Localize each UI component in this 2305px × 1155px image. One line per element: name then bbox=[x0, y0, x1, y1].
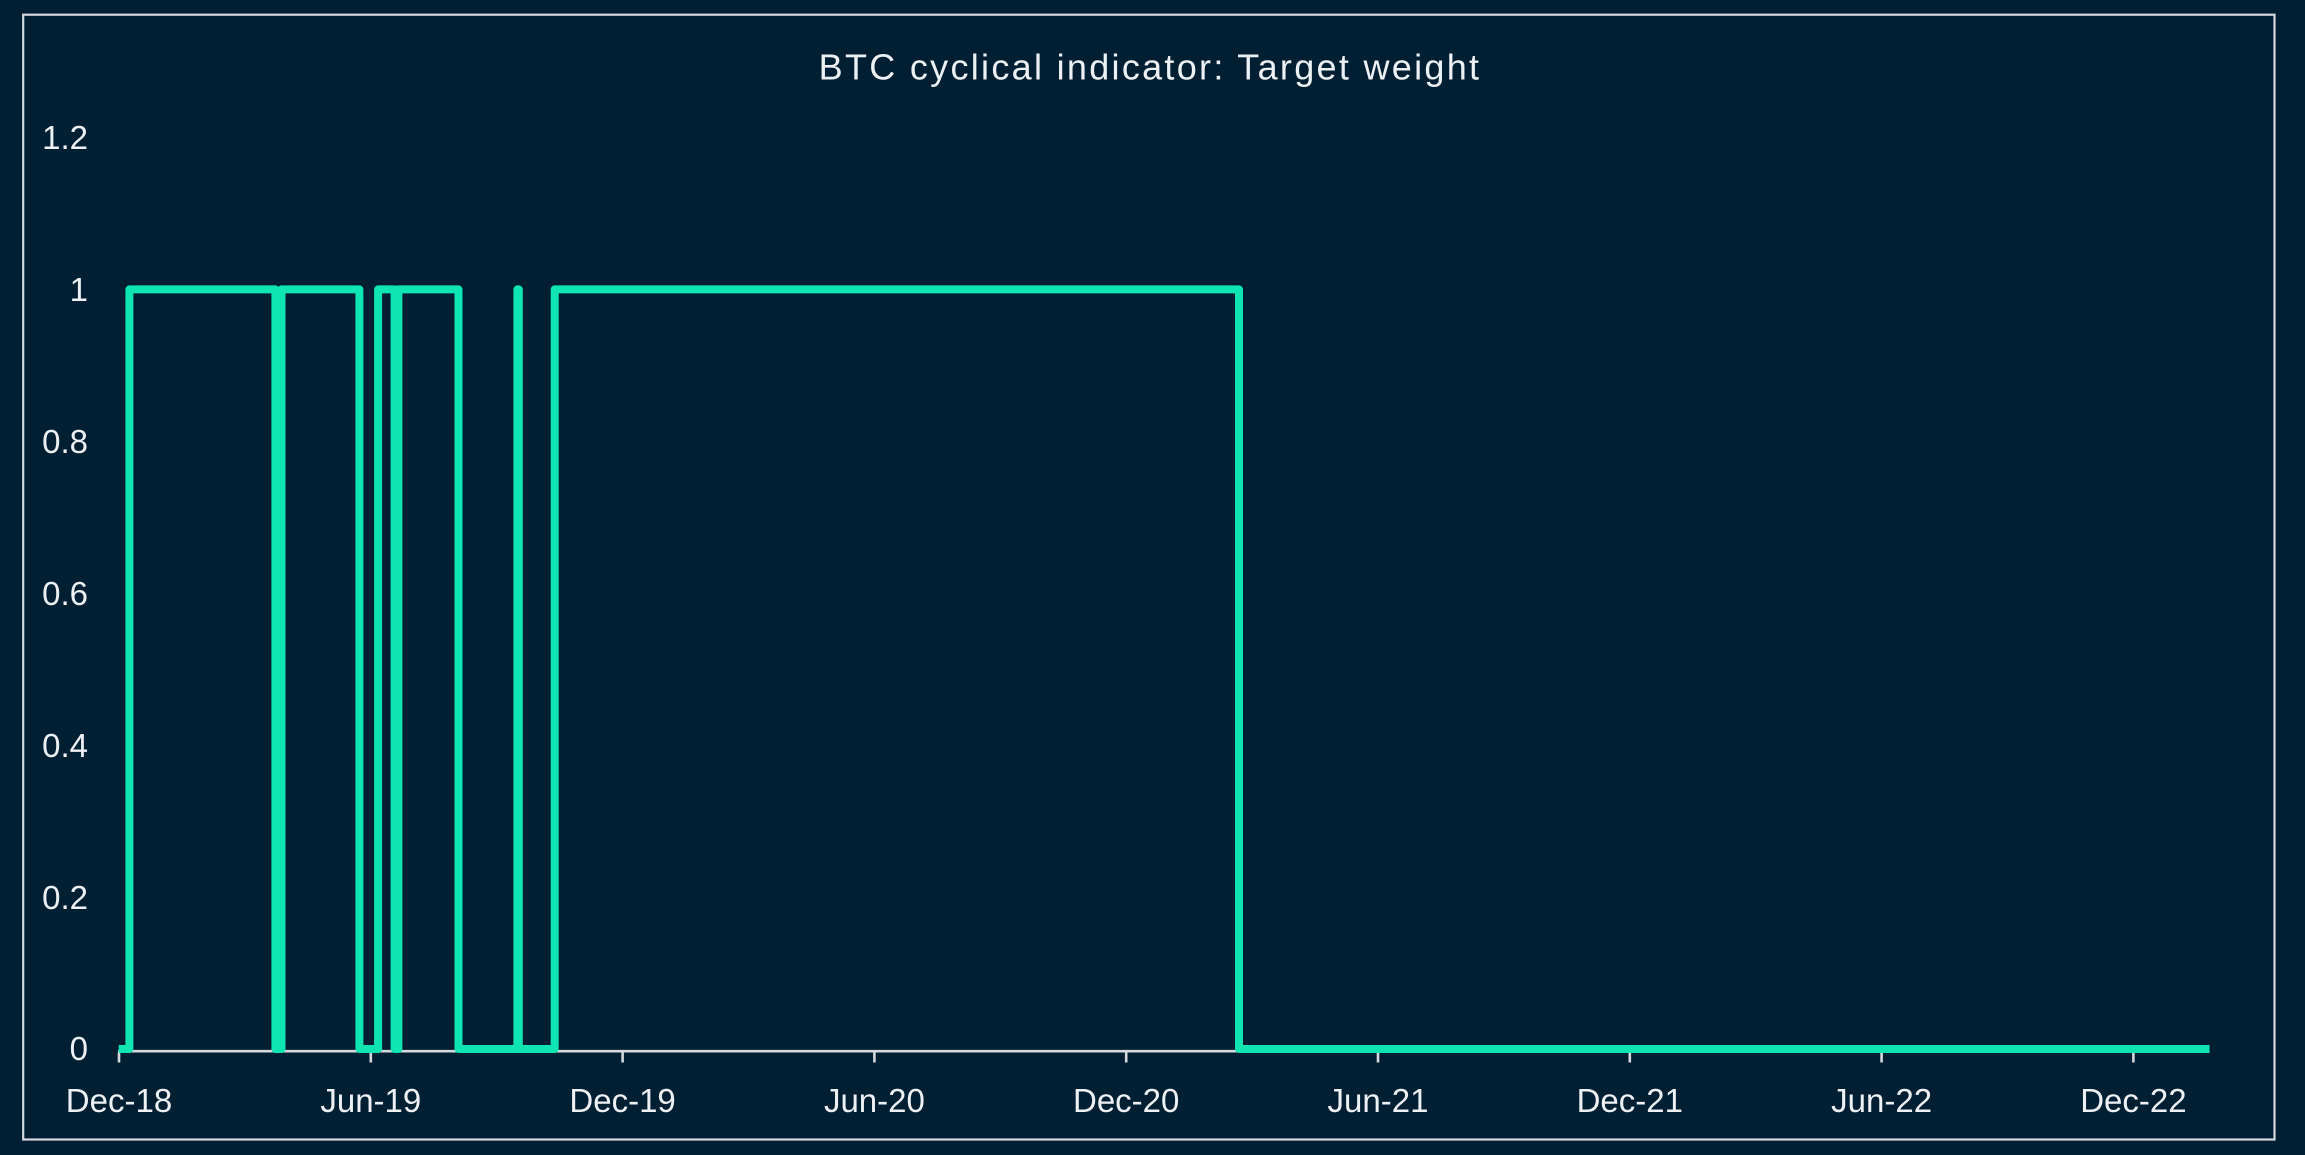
svg-text:1: 1 bbox=[70, 271, 88, 308]
svg-text:Dec-19: Dec-19 bbox=[569, 1082, 675, 1119]
svg-text:0.6: 0.6 bbox=[42, 575, 88, 612]
svg-text:Dec-18: Dec-18 bbox=[66, 1082, 172, 1119]
svg-text:0.2: 0.2 bbox=[42, 879, 88, 916]
svg-text:0.8: 0.8 bbox=[42, 423, 88, 460]
svg-text:Jun-19: Jun-19 bbox=[320, 1082, 421, 1119]
svg-text:0.4: 0.4 bbox=[42, 727, 88, 764]
svg-text:Dec-21: Dec-21 bbox=[1577, 1082, 1683, 1119]
svg-text:BTC cyclical indicator: Target: BTC cyclical indicator: Target weight bbox=[819, 47, 1482, 88]
svg-text:Dec-20: Dec-20 bbox=[1073, 1082, 1179, 1119]
svg-text:Jun-20: Jun-20 bbox=[824, 1082, 925, 1119]
svg-text:Dec-22: Dec-22 bbox=[2080, 1082, 2186, 1119]
svg-text:0: 0 bbox=[70, 1030, 88, 1067]
svg-text:Jun-22: Jun-22 bbox=[1831, 1082, 1932, 1119]
svg-text:Jun-21: Jun-21 bbox=[1328, 1082, 1429, 1119]
svg-text:1.2: 1.2 bbox=[42, 119, 88, 156]
